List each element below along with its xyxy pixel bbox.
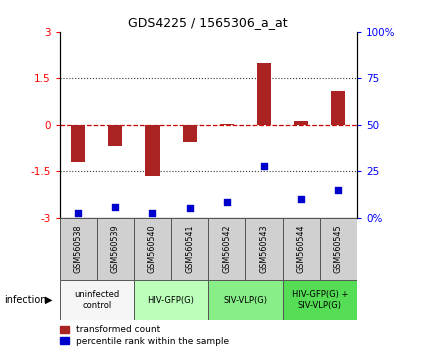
Point xyxy=(149,210,156,216)
Bar xyxy=(134,280,208,320)
Legend: transformed count, percentile rank within the sample: transformed count, percentile rank withi… xyxy=(60,325,229,346)
Bar xyxy=(320,218,357,280)
Bar xyxy=(257,63,271,125)
Bar xyxy=(60,280,134,320)
Bar xyxy=(183,125,197,142)
Bar xyxy=(108,125,122,147)
Point xyxy=(75,210,82,216)
Text: SIV-VLP(G): SIV-VLP(G) xyxy=(224,296,267,304)
Text: GSM560544: GSM560544 xyxy=(297,224,306,273)
Point xyxy=(298,196,305,202)
Text: HIV-GFP(G) +
SIV-VLP(G): HIV-GFP(G) + SIV-VLP(G) xyxy=(292,290,348,310)
Title: GDS4225 / 1565306_a_at: GDS4225 / 1565306_a_at xyxy=(128,16,288,29)
Bar xyxy=(208,218,245,280)
Bar xyxy=(283,218,320,280)
Text: GSM560543: GSM560543 xyxy=(260,224,269,273)
Bar xyxy=(332,91,346,125)
Text: HIV-GFP(G): HIV-GFP(G) xyxy=(147,296,195,304)
Text: infection: infection xyxy=(4,295,47,305)
Text: GSM560540: GSM560540 xyxy=(148,224,157,273)
Point xyxy=(261,163,267,169)
Point xyxy=(186,206,193,211)
Bar xyxy=(71,125,85,162)
Bar xyxy=(245,218,283,280)
Text: uninfected
control: uninfected control xyxy=(74,290,119,310)
Bar xyxy=(220,124,234,125)
Text: GSM560538: GSM560538 xyxy=(74,224,82,273)
Bar xyxy=(283,280,357,320)
Text: GSM560541: GSM560541 xyxy=(185,224,194,273)
Bar xyxy=(171,218,208,280)
Text: ▶: ▶ xyxy=(45,295,52,305)
Bar xyxy=(96,218,134,280)
Bar xyxy=(208,280,283,320)
Text: GSM560545: GSM560545 xyxy=(334,224,343,273)
Point xyxy=(112,205,119,210)
Bar xyxy=(60,218,96,280)
Bar xyxy=(134,218,171,280)
Bar xyxy=(145,125,159,176)
Point xyxy=(335,187,342,193)
Bar xyxy=(294,121,308,125)
Text: GSM560542: GSM560542 xyxy=(222,224,231,273)
Text: GSM560539: GSM560539 xyxy=(111,224,120,273)
Point xyxy=(224,199,230,205)
